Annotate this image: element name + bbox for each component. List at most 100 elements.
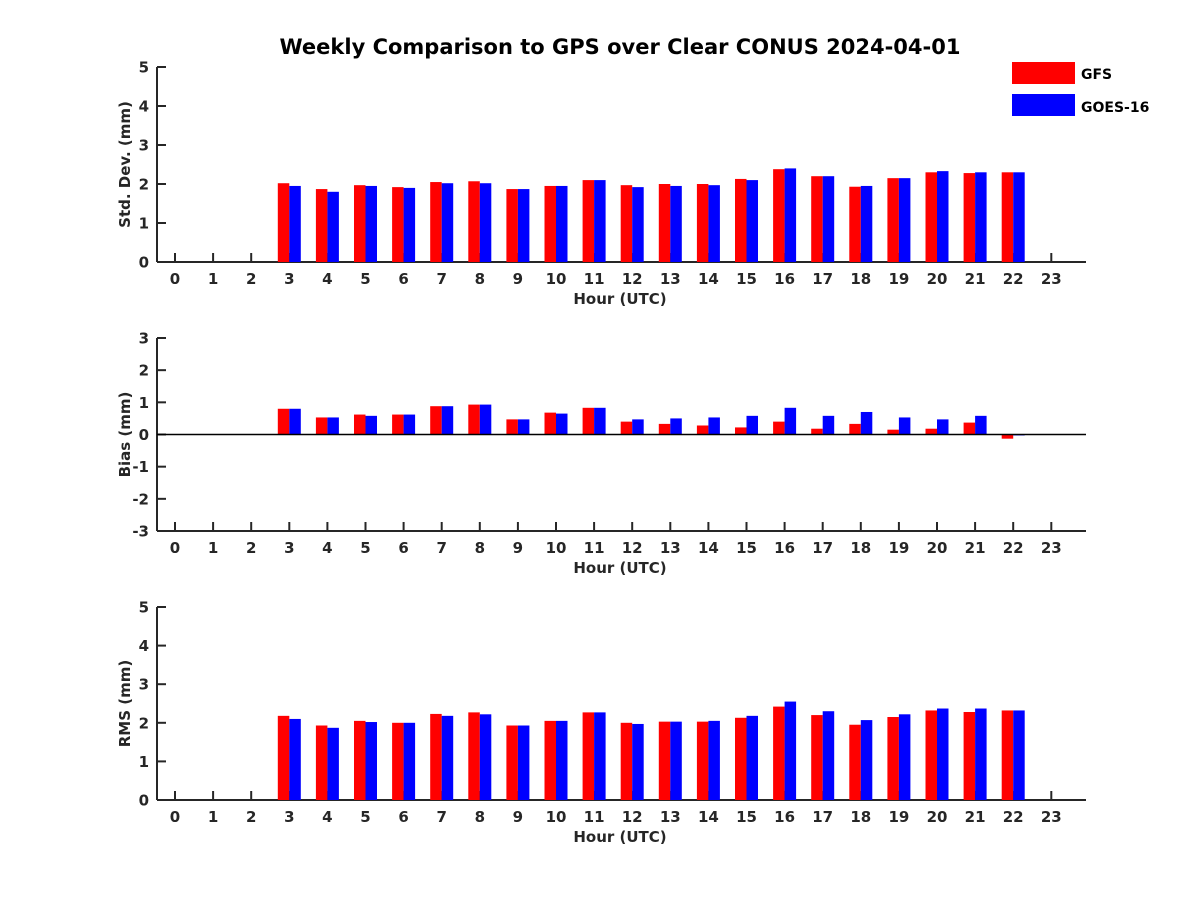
bar-goes16 [327, 417, 339, 435]
x-tick-label: 13 [660, 808, 681, 826]
bar-gfs [696, 184, 709, 262]
bar-goes16 [898, 714, 911, 800]
bar-goes16 [365, 185, 377, 262]
bar-goes16 [670, 185, 682, 262]
bar-gfs [544, 412, 556, 435]
bar-gfs [658, 721, 671, 800]
y-tick-label: 2 [139, 362, 149, 380]
bar-goes16 [746, 715, 758, 800]
x-tick-label: 16 [774, 539, 795, 557]
bar-goes16 [860, 411, 873, 435]
bar-goes16 [708, 185, 720, 262]
x-tick-label: 1 [208, 808, 218, 826]
bar-gfs [773, 169, 785, 262]
y-tick-label: 2 [139, 714, 149, 732]
y-tick-label: 4 [139, 637, 149, 655]
bar-goes16 [937, 171, 949, 262]
x-tick-label: 20 [927, 270, 948, 288]
bar-goes16 [937, 708, 949, 800]
bar-gfs [354, 414, 366, 435]
y-tick-label: 3 [139, 676, 149, 694]
bar-goes16 [289, 408, 301, 435]
x-axis-label: Hour (UTC) [573, 828, 666, 846]
y-tick-label: 2 [139, 176, 149, 194]
bar-gfs [849, 186, 861, 262]
bar-gfs [315, 725, 328, 800]
bar-goes16 [289, 185, 301, 262]
x-tick-label: 22 [1003, 539, 1024, 557]
y-tick-label: 1 [139, 394, 149, 412]
bar-gfs [925, 428, 937, 435]
x-tick-label: 20 [927, 808, 948, 826]
x-tick-label: 15 [736, 270, 757, 288]
bar-gfs [354, 185, 366, 262]
x-tick-label: 14 [698, 808, 719, 826]
bar-goes16 [784, 168, 797, 262]
y-tick-label: 1 [139, 753, 149, 771]
bar-goes16 [594, 180, 606, 262]
x-tick-label: 3 [284, 270, 294, 288]
x-tick-label: 16 [774, 270, 795, 288]
x-tick-label: 18 [850, 808, 871, 826]
bar-gfs [468, 712, 480, 800]
bar-goes16 [860, 720, 873, 800]
bar-goes16 [365, 415, 377, 435]
x-tick-label: 5 [360, 270, 370, 288]
bar-goes16 [975, 708, 987, 800]
bar-goes16 [746, 415, 758, 435]
bar-goes16 [1013, 710, 1025, 800]
x-tick-label: 2 [246, 808, 256, 826]
bar-gfs [430, 713, 442, 800]
x-tick-label: 21 [965, 808, 986, 826]
bar-goes16 [289, 718, 301, 800]
x-tick-label: 10 [546, 539, 567, 557]
x-tick-label: 12 [622, 808, 643, 826]
legend-label-gfs: GFS [1081, 67, 1112, 83]
bar-goes16 [403, 187, 416, 262]
bar-gfs [811, 176, 823, 262]
bar-goes16 [898, 178, 911, 262]
bar-goes16 [975, 415, 987, 435]
bar-goes16 [860, 185, 873, 262]
x-tick-label: 14 [698, 270, 719, 288]
bar-goes16 [975, 172, 987, 262]
chart-title: Weekly Comparison to GPS over Clear CONU… [280, 35, 961, 59]
bar-goes16 [556, 720, 568, 800]
x-tick-label: 10 [546, 808, 567, 826]
x-tick-label: 9 [513, 808, 523, 826]
bar-goes16 [784, 407, 797, 435]
x-tick-label: 22 [1003, 808, 1024, 826]
legend-label-goes16: GOES-16 [1081, 100, 1149, 116]
x-tick-label: 12 [622, 270, 643, 288]
bar-goes16 [556, 413, 568, 435]
bar-goes16 [594, 712, 606, 800]
x-tick-label: 4 [322, 808, 332, 826]
x-tick-label: 0 [170, 539, 180, 557]
bar-goes16 [822, 415, 835, 435]
bar-goes16 [403, 414, 416, 435]
x-tick-label: 11 [584, 539, 605, 557]
bar-gfs [963, 173, 976, 262]
x-tick-label: 18 [850, 270, 871, 288]
bar-gfs [354, 720, 366, 800]
bar-goes16 [822, 176, 835, 262]
x-tick-label: 21 [965, 539, 986, 557]
x-tick-label: 10 [546, 270, 567, 288]
bar-gfs [849, 724, 861, 800]
x-tick-label: 5 [360, 539, 370, 557]
bar-gfs [887, 429, 899, 435]
y-axis-label: Std. Dev. (mm) [116, 101, 134, 228]
x-tick-label: 8 [475, 270, 485, 288]
bar-gfs [430, 406, 442, 435]
x-tick-label: 0 [170, 270, 180, 288]
x-tick-label: 21 [965, 270, 986, 288]
bar-gfs [620, 421, 633, 435]
x-tick-label: 17 [812, 808, 833, 826]
x-tick-label: 16 [774, 808, 795, 826]
x-tick-label: 5 [360, 808, 370, 826]
bar-goes16 [479, 183, 492, 262]
bar-gfs [811, 428, 823, 435]
x-tick-label: 1 [208, 539, 218, 557]
